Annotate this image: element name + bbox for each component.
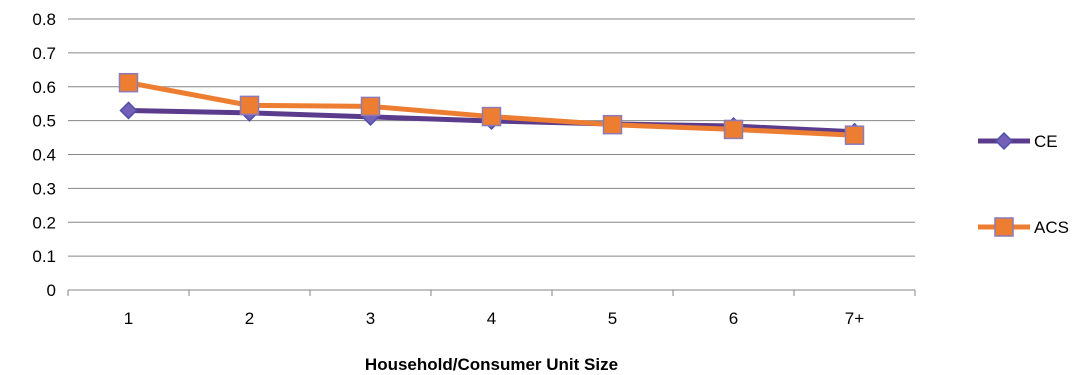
y-tick-label: 0.1	[32, 247, 56, 266]
x-tick-label: 2	[245, 309, 254, 328]
gridlines	[68, 18, 915, 257]
y-tick-label: 0.2	[32, 213, 56, 232]
data-point-acs	[481, 106, 502, 127]
data-point-acs	[844, 125, 865, 145]
data-point-acs	[723, 119, 744, 140]
legend-marker-ce	[994, 131, 1014, 151]
data-point-acs	[239, 95, 260, 116]
x-tick-label: 1	[124, 309, 133, 328]
y-tick-label: 0.4	[32, 146, 56, 165]
x-tick-label: 5	[608, 309, 617, 328]
y-tick-label: 0.5	[32, 112, 56, 131]
legend-label-ce: CE	[1034, 132, 1058, 151]
x-tick-label: 4	[487, 309, 496, 328]
legend: CE ACS	[978, 131, 1069, 237]
y-tick-label: 0.3	[32, 179, 56, 198]
x-axis-title: Household/Consumer Unit Size	[365, 355, 618, 374]
legend-marker-acs	[994, 217, 1014, 237]
x-tick-labels: 1 2 3 4 5 6 7+	[124, 309, 864, 328]
x-tick-label: 6	[729, 309, 738, 328]
y-tick-label: 0.8	[32, 10, 56, 29]
series-layer	[118, 72, 865, 145]
legend-label-acs: ACS	[1034, 218, 1069, 237]
y-tick-label: 0.7	[32, 44, 56, 63]
x-tick-label: 7+	[845, 309, 864, 328]
data-point-acs	[118, 72, 139, 93]
y-tick-label: 0	[47, 281, 56, 300]
data-point-ce	[119, 101, 138, 120]
data-point-acs	[360, 96, 381, 117]
data-point-acs	[602, 114, 623, 135]
x-tick-label: 3	[366, 309, 375, 328]
y-tick-labels: 0 0.1 0.2 0.3 0.4 0.5 0.6 0.7 0.8	[32, 10, 56, 300]
axes	[67, 289, 916, 296]
y-tick-label: 0.6	[32, 78, 56, 97]
